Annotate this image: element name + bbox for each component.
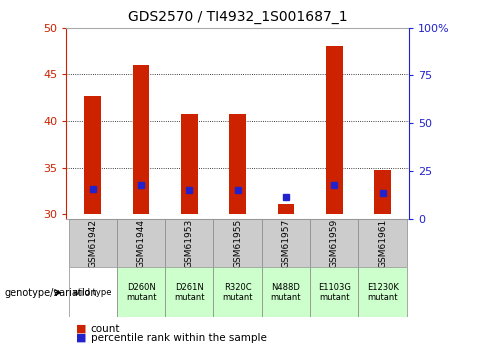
Bar (358, 219, 407, 267)
Bar (326, 46, 343, 214)
Bar (181, 114, 198, 214)
Text: wild type: wild type (74, 288, 112, 297)
Text: GSM61953: GSM61953 (185, 219, 194, 268)
Bar (214, 267, 262, 317)
Bar (84, 96, 101, 214)
Bar (69, 267, 117, 317)
Text: D261N
mutant: D261N mutant (174, 283, 205, 302)
Bar (214, 219, 262, 267)
Bar (229, 114, 246, 214)
Text: D260N
mutant: D260N mutant (126, 283, 156, 302)
Text: count: count (91, 324, 120, 334)
Text: GSM61959: GSM61959 (330, 219, 339, 268)
Bar (310, 219, 358, 267)
Bar (310, 267, 358, 317)
Bar (117, 219, 165, 267)
Text: E1230K
mutant: E1230K mutant (367, 283, 398, 302)
Bar (117, 267, 165, 317)
Text: GSM61942: GSM61942 (88, 219, 97, 268)
Text: percentile rank within the sample: percentile rank within the sample (91, 333, 267, 343)
Text: E1103G
mutant: E1103G mutant (318, 283, 351, 302)
Bar (358, 267, 407, 317)
Text: GSM61957: GSM61957 (281, 219, 291, 268)
Bar (133, 65, 149, 214)
Text: ■: ■ (76, 333, 86, 343)
Text: N488D
mutant: N488D mutant (270, 283, 301, 302)
Text: genotype/variation: genotype/variation (5, 288, 98, 297)
Text: ■: ■ (76, 324, 86, 334)
Text: GSM61955: GSM61955 (233, 219, 242, 268)
Bar (262, 219, 310, 267)
Bar (277, 204, 294, 214)
Bar (374, 170, 391, 214)
Bar (165, 267, 214, 317)
Bar (165, 219, 214, 267)
Bar (69, 219, 117, 267)
Text: GSM61944: GSM61944 (137, 219, 146, 268)
Bar (262, 267, 310, 317)
Title: GDS2570 / TI4932_1S001687_1: GDS2570 / TI4932_1S001687_1 (128, 10, 347, 24)
Text: GSM61961: GSM61961 (378, 219, 387, 268)
Text: R320C
mutant: R320C mutant (222, 283, 253, 302)
